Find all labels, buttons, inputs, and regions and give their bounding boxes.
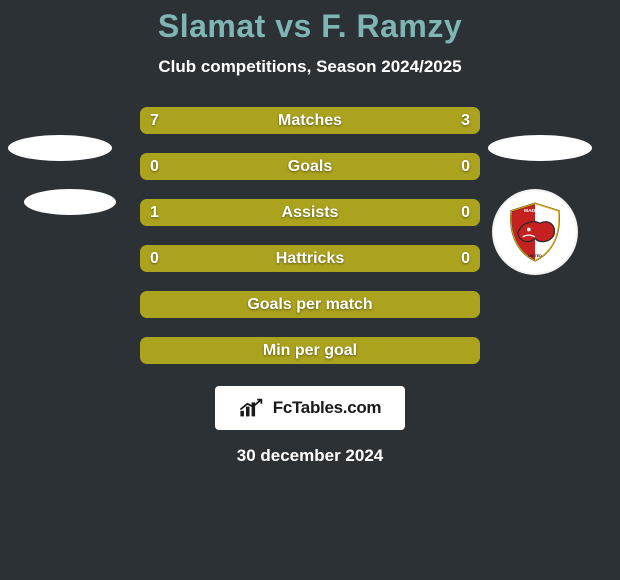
stat-row: 0 0 Goals xyxy=(140,153,480,180)
fctables-label: FcTables.com xyxy=(273,398,382,418)
stat-value-right: 0 xyxy=(461,204,470,222)
stat-value-right: 0 xyxy=(461,158,470,176)
stat-label: Min per goal xyxy=(263,342,357,360)
stat-row: 1 0 Assists xyxy=(140,199,480,226)
subtitle: Club competitions, Season 2024/2025 xyxy=(158,57,461,77)
stat-label: Hattricks xyxy=(276,250,344,268)
club-badge-right: MADURA UNITED xyxy=(492,189,578,275)
stat-label: Goals per match xyxy=(247,296,372,314)
stat-value-right: 3 xyxy=(461,112,470,130)
main-area: MADURA UNITED 7 3 Matches 0 0 Goals 1 0 Assists 0… xyxy=(0,107,620,364)
fctables-watermark: FcTables.com xyxy=(215,386,405,430)
stat-value-left: 0 xyxy=(150,158,159,176)
comparison-infographic: Slamat vs F. Ramzy Club competitions, Se… xyxy=(0,0,620,580)
stat-label: Assists xyxy=(282,204,339,222)
player-left-ellipse-2 xyxy=(24,189,116,215)
stat-value-left: 7 xyxy=(150,112,159,130)
bar-fill-left xyxy=(140,107,378,134)
stat-label: Matches xyxy=(278,112,342,130)
stat-bars: 7 3 Matches 0 0 Goals 1 0 Assists 0 0 Hattricks Goal… xyxy=(140,107,480,364)
stat-value-left: 0 xyxy=(150,250,159,268)
stat-value-left: 1 xyxy=(150,204,159,222)
svg-text:UNITED: UNITED xyxy=(528,254,542,258)
svg-text:MADURA: MADURA xyxy=(524,208,546,214)
date-label: 30 december 2024 xyxy=(237,446,384,466)
stat-value-right: 0 xyxy=(461,250,470,268)
fctables-logo-icon xyxy=(239,397,267,419)
stat-row: Goals per match xyxy=(140,291,480,318)
stat-row: Min per goal xyxy=(140,337,480,364)
page-title: Slamat vs F. Ramzy xyxy=(158,8,462,45)
stat-row: 7 3 Matches xyxy=(140,107,480,134)
stat-label: Goals xyxy=(288,158,332,176)
player-right-ellipse xyxy=(488,135,592,161)
bar-fill-left xyxy=(140,199,412,226)
stat-row: 0 0 Hattricks xyxy=(140,245,480,272)
player-left-ellipse-1 xyxy=(8,135,112,161)
madura-united-crest-icon: MADURA UNITED xyxy=(504,201,566,263)
